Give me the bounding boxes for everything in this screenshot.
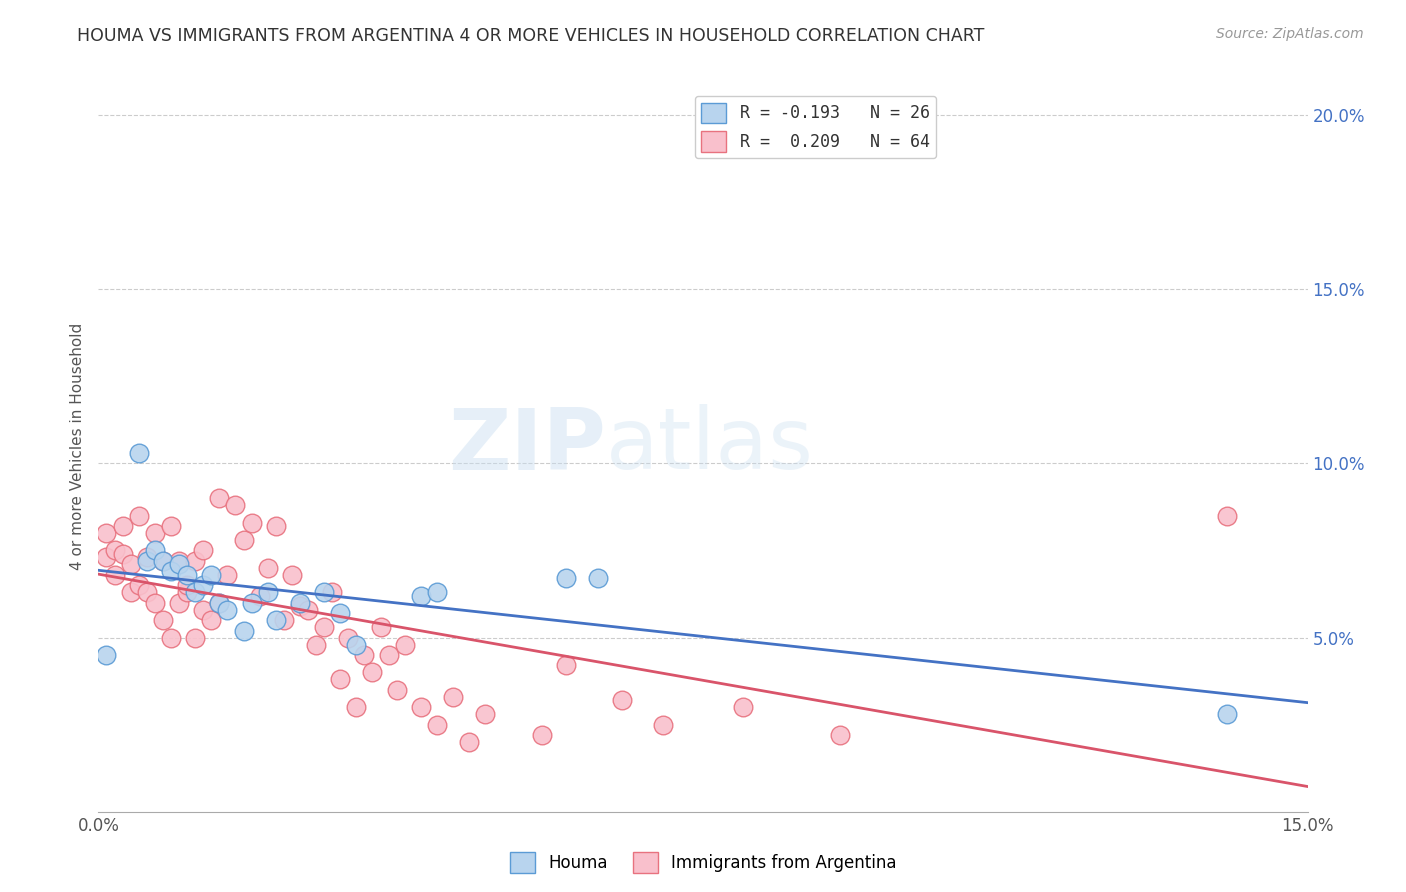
Point: [297, 603, 319, 617]
Point: [377, 648, 399, 662]
Point: [135, 550, 157, 565]
Point: [217, 603, 239, 617]
Point: [128, 446, 150, 460]
Point: [733, 700, 755, 714]
Point: [193, 603, 215, 617]
Point: [160, 565, 183, 579]
Point: [135, 554, 157, 568]
Point: [409, 700, 432, 714]
Point: [370, 620, 392, 634]
Point: [128, 508, 150, 523]
Point: [208, 596, 231, 610]
Point: [152, 554, 174, 568]
Point: [200, 567, 222, 582]
Point: [288, 599, 311, 614]
Point: [353, 648, 375, 662]
Point: [361, 665, 384, 680]
Point: [240, 516, 263, 530]
Point: [176, 567, 198, 582]
Point: [612, 693, 634, 707]
Text: HOUMA VS IMMIGRANTS FROM ARGENTINA 4 OR MORE VEHICLES IN HOUSEHOLD CORRELATION C: HOUMA VS IMMIGRANTS FROM ARGENTINA 4 OR …: [77, 27, 984, 45]
Point: [184, 585, 207, 599]
Point: [249, 589, 271, 603]
Point: [458, 735, 481, 749]
Point: [264, 519, 287, 533]
Point: [281, 567, 304, 582]
Point: [264, 613, 287, 627]
Point: [329, 606, 352, 620]
Point: [555, 658, 578, 673]
Point: [208, 596, 231, 610]
Point: [474, 707, 496, 722]
Point: [409, 589, 432, 603]
Point: [120, 585, 142, 599]
Point: [167, 596, 190, 610]
Point: [111, 547, 134, 561]
Point: [208, 491, 231, 506]
Y-axis label: 4 or more Vehicles in Household: 4 or more Vehicles in Household: [69, 322, 84, 570]
Text: ZIP: ZIP: [449, 404, 606, 488]
Point: [240, 596, 263, 610]
Point: [314, 620, 336, 634]
Point: [152, 554, 174, 568]
Point: [305, 638, 328, 652]
Point: [143, 526, 166, 541]
Point: [128, 578, 150, 592]
Point: [103, 543, 125, 558]
Point: [256, 561, 278, 575]
Point: [167, 554, 190, 568]
Point: [176, 578, 198, 592]
Point: [111, 519, 134, 533]
Point: [103, 567, 125, 582]
Point: [1216, 707, 1239, 722]
Legend: R = -0.193   N = 26, R =  0.209   N = 64: R = -0.193 N = 26, R = 0.209 N = 64: [695, 96, 936, 158]
Point: [184, 631, 207, 645]
Point: [426, 717, 449, 731]
Point: [224, 498, 246, 512]
Point: [143, 543, 166, 558]
Point: [314, 585, 336, 599]
Point: [344, 700, 367, 714]
Point: [96, 526, 118, 541]
Point: [217, 567, 239, 582]
Point: [321, 585, 343, 599]
Point: [394, 638, 416, 652]
Point: [167, 558, 190, 572]
Point: [530, 728, 553, 742]
Point: [96, 648, 118, 662]
Point: [152, 613, 174, 627]
Point: [288, 596, 311, 610]
Point: [160, 631, 183, 645]
Point: [193, 578, 215, 592]
Point: [586, 571, 609, 585]
Point: [232, 533, 254, 547]
Point: [273, 613, 295, 627]
Point: [385, 682, 408, 697]
Point: [184, 554, 207, 568]
Text: Source: ZipAtlas.com: Source: ZipAtlas.com: [1216, 27, 1364, 41]
Point: [96, 550, 118, 565]
Point: [120, 558, 142, 572]
Point: [143, 596, 166, 610]
Point: [256, 585, 278, 599]
Point: [193, 543, 215, 558]
Point: [135, 585, 157, 599]
Point: [344, 638, 367, 652]
Point: [426, 585, 449, 599]
Legend: Houma, Immigrants from Argentina: Houma, Immigrants from Argentina: [503, 846, 903, 880]
Text: atlas: atlas: [606, 404, 814, 488]
Point: [160, 519, 183, 533]
Point: [441, 690, 464, 704]
Point: [232, 624, 254, 638]
Point: [337, 631, 360, 645]
Point: [1216, 508, 1239, 523]
Point: [555, 571, 578, 585]
Point: [200, 613, 222, 627]
Point: [329, 673, 352, 687]
Point: [828, 728, 851, 742]
Point: [176, 585, 198, 599]
Point: [651, 717, 673, 731]
